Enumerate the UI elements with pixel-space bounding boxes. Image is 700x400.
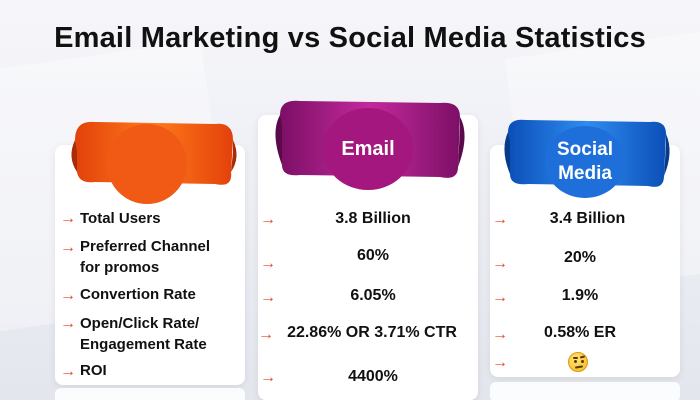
social-total-users: 3.4 Billion [549, 210, 626, 227]
email-total-users: 3.8 Billion [335, 210, 411, 227]
arrow-icon: → [60, 363, 76, 380]
arrow-icon: → [492, 255, 508, 272]
arrow-icon: → [260, 211, 276, 228]
social-preferred-channel: 20% [563, 249, 597, 266]
labels-card-footer [55, 388, 245, 400]
arrow-icon: → [492, 211, 508, 228]
arrow-icon: → [258, 326, 274, 343]
arrow-icon: → [60, 287, 76, 304]
labels-ribbon-circle [107, 124, 187, 204]
arrow-icon: → [60, 315, 76, 332]
social-open-click-rate: 0.58% ER [543, 324, 617, 341]
social-card-footer [490, 382, 680, 400]
thinking-face-icon [568, 352, 588, 372]
email-conversion-rate: 6.05% [350, 287, 396, 304]
arrow-icon: → [260, 255, 276, 272]
arrow-icon: → [260, 289, 276, 306]
label-total-users: Total Users [80, 210, 161, 227]
arrow-icon: → [260, 369, 276, 386]
email-preferred-channel: 60% [356, 247, 390, 264]
email-header: Email [341, 137, 395, 160]
label-roi: ROI [80, 362, 107, 379]
arrow-icon: → [492, 289, 508, 306]
arrow-icon: → [60, 239, 76, 256]
email-roi: 4400% [348, 368, 398, 385]
social-conversion-rate: 1.9% [561, 287, 599, 304]
label-preferred-channel: Preferred Channel for promos [80, 238, 211, 276]
label-open-click-rate: Open/Click Rate/ Engagement Rate [80, 315, 207, 353]
social-header-line-1: Social [557, 139, 613, 160]
social-ribbon-circle: Social Media [545, 126, 625, 198]
label-conversion-rate: Convertion Rate [80, 286, 196, 303]
arrow-icon: → [60, 210, 76, 227]
page-title: Email Marketing vs Social Media Statisti… [54, 22, 646, 54]
email-open-click-rate: 22.86% OR 3.71% CTR [287, 324, 457, 341]
social-header-line-2: Media [558, 163, 612, 184]
email-ribbon-circle: Email [323, 108, 413, 190]
arrow-icon: → [492, 354, 508, 371]
arrow-icon: → [492, 326, 508, 343]
